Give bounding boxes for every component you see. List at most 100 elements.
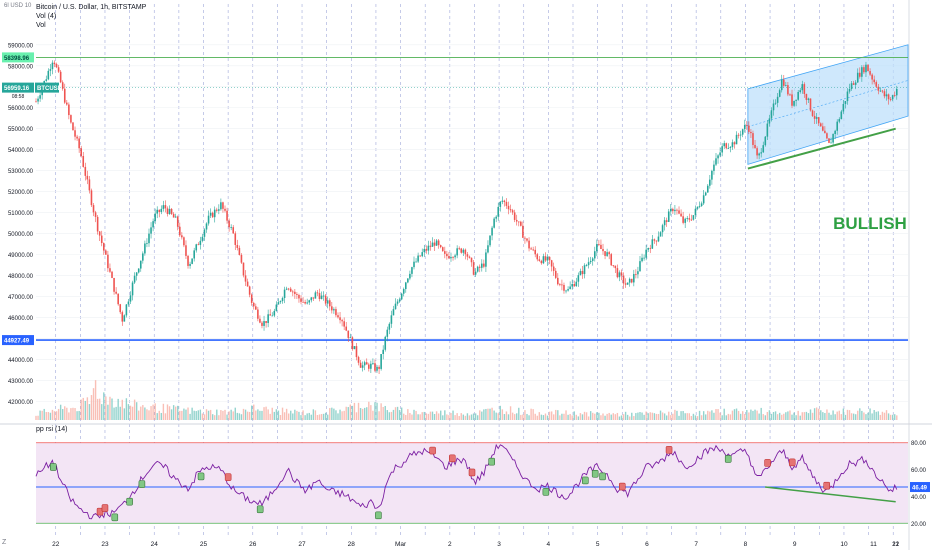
volume-bar [723, 408, 725, 420]
candle-up [275, 304, 278, 311]
volume-bar [285, 408, 288, 420]
chart-title[interactable]: Bitcoin / U.S. Dollar, 1h, BITSTAMP [36, 4, 147, 11]
zoom-z-button[interactable]: Z [2, 539, 7, 546]
volume-bar [464, 415, 467, 420]
volume-bar [107, 404, 109, 420]
symbol-tag: BTCUSD [37, 86, 63, 92]
volume-bar [304, 415, 306, 420]
price-labels: 58398.96 56959.16 08:58 BTCUSD 44927.49 46.49… [2, 52, 930, 493]
volume-bar [294, 409, 296, 420]
volume-bar [762, 414, 764, 420]
volume-bar [824, 413, 826, 420]
candle-down [68, 104, 70, 116]
candle-up [663, 220, 666, 226]
volume-bar [361, 408, 364, 420]
volume-bar [649, 412, 651, 420]
candle-down [257, 309, 259, 319]
volume-bar [398, 410, 401, 420]
volume-bar [635, 413, 637, 420]
candle-up [396, 301, 399, 304]
volume-bar [766, 411, 769, 420]
volume-bar [144, 407, 146, 420]
volume-bar [327, 414, 329, 420]
volume-bar [770, 413, 773, 420]
candle-down [176, 216, 179, 227]
volume-bar [813, 408, 816, 420]
volume-bar [376, 402, 378, 420]
volume-bar [90, 395, 93, 420]
candle-up [203, 229, 206, 237]
volume-bar [462, 414, 465, 420]
volume-bar [185, 409, 187, 420]
volume-bar [698, 410, 701, 420]
volume-bar [440, 410, 442, 420]
volume-bar [179, 410, 181, 420]
volume-bar [555, 409, 557, 420]
candle-down [164, 205, 167, 209]
volume-bar [240, 414, 243, 420]
candle-up [807, 98, 810, 100]
candle-down [183, 237, 185, 246]
rsi-indicator-label[interactable]: pp rsi (14) [36, 426, 68, 433]
volume-bar [366, 407, 368, 420]
volume-bar [807, 413, 810, 420]
volume-bar [620, 415, 623, 420]
vol-label[interactable]: Vol [36, 22, 46, 29]
candle-up [840, 111, 843, 120]
volume-bar [600, 415, 602, 420]
candle-down [291, 291, 294, 293]
volume-bar [854, 414, 857, 420]
volume-bar [253, 404, 255, 420]
chart-legend: Bitcoin / U.S. Dollar, 1h, BITSTAMP Vol … [36, 3, 146, 30]
bull-channel[interactable] [747, 44, 909, 170]
rsi-buy-marker [126, 497, 133, 506]
volume-bar [166, 404, 169, 420]
volume-bar [228, 411, 230, 420]
candle-up [770, 110, 773, 119]
candle-down [733, 142, 736, 145]
candle-down [805, 93, 808, 100]
volume-bar [154, 403, 156, 420]
volume-bar [561, 413, 563, 420]
candle-up [411, 267, 413, 274]
candle-up [856, 72, 859, 83]
volume-bar [518, 407, 520, 420]
volume-bar [583, 411, 586, 420]
volume-bar [859, 408, 861, 420]
volume-bar [287, 413, 290, 420]
candle-up [415, 261, 417, 263]
volume-bar [101, 404, 103, 420]
volume-bar [302, 410, 304, 420]
candle-down [460, 248, 463, 253]
candle-down [548, 256, 551, 261]
volume-bar [392, 409, 395, 420]
candle-down [561, 284, 563, 286]
candle-up [499, 201, 502, 207]
candle-down [433, 242, 436, 246]
candle-up [154, 213, 156, 222]
volume-bar [452, 410, 454, 420]
date-tick-label: 22 [52, 541, 60, 548]
candle-down [117, 293, 119, 305]
candle-up [674, 209, 676, 212]
candle-down [59, 71, 62, 83]
volume-bar [45, 412, 47, 420]
volume-bar [641, 412, 643, 420]
volume-bar [748, 412, 750, 420]
volume-bar [626, 414, 629, 420]
candle-down [437, 240, 440, 246]
volume-bar [76, 411, 78, 420]
candle-down [458, 248, 461, 250]
volume-bar [234, 407, 236, 420]
date-tick-label: 27 [298, 541, 306, 548]
volume-bar [39, 410, 41, 420]
rsi-divergence-line [765, 486, 896, 503]
candle-up [394, 303, 397, 310]
volume-bar [848, 410, 851, 420]
volume-bar [148, 410, 150, 420]
candle-up [776, 96, 779, 103]
volume-bar [688, 413, 690, 420]
vol-indicator-label[interactable]: Vol (4) [36, 13, 57, 20]
volume-bar [158, 410, 160, 420]
